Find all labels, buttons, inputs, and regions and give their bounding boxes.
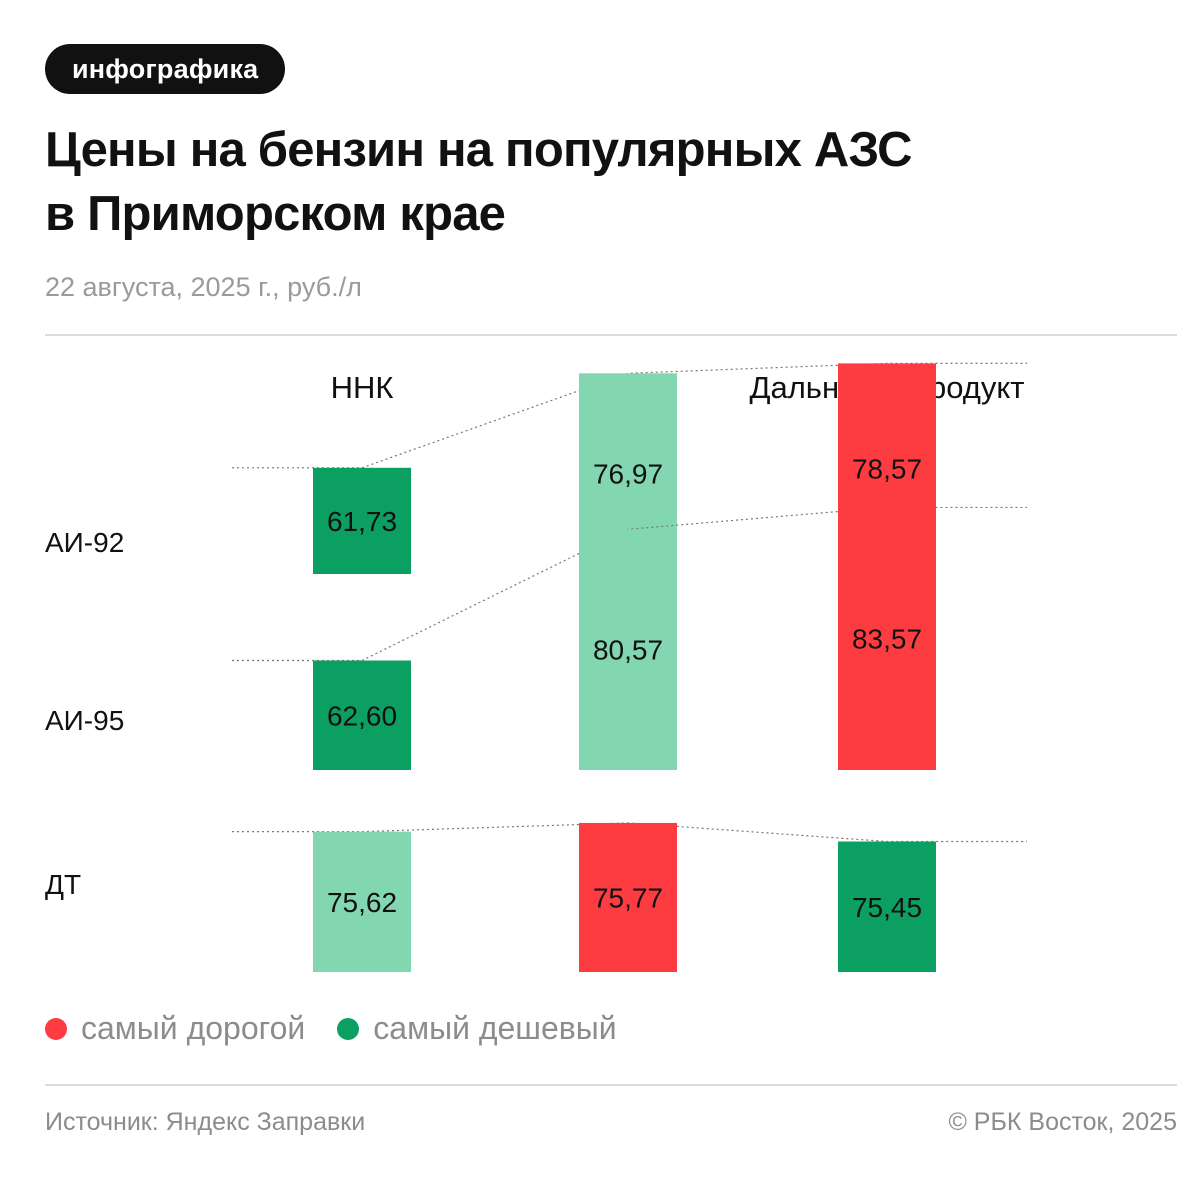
legend-dot-red — [45, 1017, 67, 1040]
value-label-1-2: 83,57 — [852, 624, 922, 655]
column-header-0: ННК — [331, 370, 394, 405]
bar-2-0 — [313, 831, 411, 972]
legend-dot-green — [337, 1017, 360, 1040]
bar-1-2 — [838, 507, 936, 770]
title-line-1: Цены на бензин на популярных АЗС — [45, 123, 913, 177]
bar-0-0 — [313, 467, 411, 574]
value-label-0-0: 61,73 — [327, 506, 397, 537]
value-label-0-2: 78,57 — [852, 454, 922, 485]
legend-label-cheapest: самый дешевый — [373, 1010, 617, 1046]
source-note: Источник: Яндекс Заправки — [45, 1108, 366, 1136]
value-label-1-1: 80,57 — [593, 635, 663, 666]
value-label-2-2: 75,45 — [852, 892, 922, 923]
row-label-1: АИ-95 — [45, 705, 124, 736]
bar-2-1 — [579, 822, 677, 972]
legend: самый дорогой самый дешевый — [45, 1010, 649, 1047]
row-label-2: ДТ — [45, 869, 81, 900]
page-title: Цены на бензин на популярных АЗС в Примо… — [45, 118, 913, 246]
legend-label-most-expensive: самый дорогой — [81, 1010, 306, 1046]
copyright: © РБК Восток, 2025 — [948, 1108, 1177, 1136]
value-label-1-0: 62,60 — [327, 700, 397, 731]
value-label-2-1: 75,77 — [593, 882, 663, 913]
legend-item-most-expensive: самый дорогой — [45, 1010, 305, 1047]
bar-1-1 — [579, 529, 677, 770]
price-chart: ННКBenzoДальнефтепродукт61,7376,9778,57А… — [45, 362, 1027, 972]
legend-item-cheapest: самый дешевый — [337, 1010, 617, 1047]
bottom-divider — [45, 1084, 1177, 1086]
subtitle: 22 августа, 2025 г., руб./л — [45, 272, 362, 302]
top-divider — [45, 334, 1177, 336]
value-label-2-0: 75,62 — [327, 887, 397, 918]
bar-2-2 — [838, 841, 936, 972]
infographic-badge: инфографика — [45, 44, 286, 94]
bar-1-0 — [313, 660, 411, 770]
row-label-0: АИ-92 — [45, 527, 124, 558]
title-line-2: в Приморском крае — [45, 187, 506, 241]
value-label-0-1: 76,97 — [593, 459, 663, 490]
